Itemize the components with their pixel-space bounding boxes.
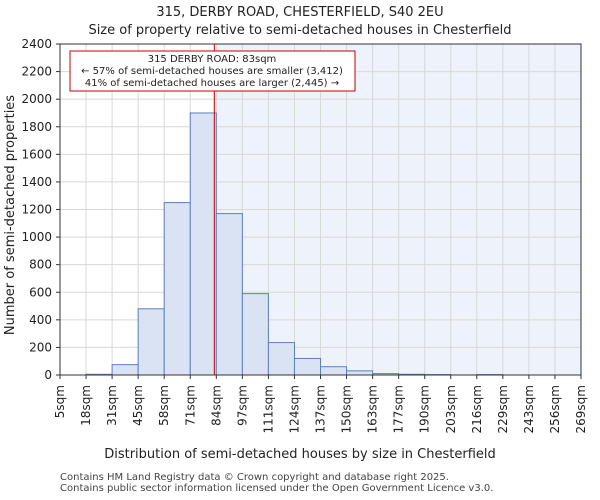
x-tick-label: 269sqm [574, 385, 588, 433]
y-axis-label: Number of semi-detached properties [3, 95, 18, 335]
bar-124sqm [293, 357, 322, 376]
x-tick-label: 84sqm [209, 385, 223, 426]
y-tick-label: 600 [29, 285, 52, 299]
x-tick-label: 31sqm [105, 385, 119, 426]
y-tick-label: 2200 [21, 65, 52, 79]
x-tick-label: 256sqm [548, 385, 562, 433]
annotation-line-3: 41% of semi-detached houses are larger (… [85, 78, 339, 89]
y-tick-label: 800 [29, 258, 52, 272]
chart-title: Size of property relative to semi-detach… [88, 23, 512, 38]
footer-line-2: Contains public sector information licen… [60, 483, 494, 494]
y-tick-label: 1800 [21, 120, 52, 134]
x-tick-label: 45sqm [131, 385, 145, 426]
footer-line-1: Contains HM Land Registry data © Crown c… [60, 472, 449, 483]
bars [85, 112, 504, 376]
y-tick-label: 2400 [21, 37, 52, 51]
x-tick-label: 163sqm [366, 385, 380, 433]
x-tick-label: 18sqm [79, 385, 93, 426]
x-axis-ticks: 5sqm 18sqm 31sqm 45sqm 58sqm 71sqm 84sqm 97sqm 1… [53, 375, 588, 433]
y-tick-label: 400 [29, 313, 52, 327]
x-tick-label: 124sqm [287, 385, 301, 433]
x-tick-label: 71sqm [183, 385, 197, 426]
x-tick-label: 177sqm [392, 385, 406, 433]
x-tick-label: 203sqm [444, 385, 458, 433]
histogram-chart: 0 200 400 600 800 1000 1200 1400 1600 1800 2000 220… [3, 37, 588, 462]
bar-31sqm [111, 364, 139, 376]
x-tick-label: 58sqm [157, 385, 171, 426]
annotation-line-2: ← 57% of semi-detached houses are smalle… [81, 66, 343, 77]
x-tick-label: 137sqm [314, 385, 328, 433]
chart-title-address: 315, DERBY ROAD, CHESTERFIELD, S40 2EU [156, 5, 444, 20]
annotation-line-1: 315 DERBY ROAD: 83sqm [148, 54, 277, 65]
x-axis-label: Distribution of semi-detached houses by … [104, 447, 496, 462]
x-tick-label: 5sqm [53, 385, 67, 418]
x-tick-label: 97sqm [235, 385, 249, 426]
bar-45sqm [137, 308, 165, 376]
x-tick-label: 229sqm [496, 385, 510, 433]
y-tick-label: 1200 [21, 203, 52, 217]
footer-attribution: Contains HM Land Registry data © Crown c… [60, 472, 493, 494]
bar-111sqm [267, 342, 295, 376]
x-tick-label: 190sqm [418, 385, 432, 433]
property-annotation: 315 DERBY ROAD: 83sqm ← 57% of semi-deta… [69, 50, 356, 92]
y-tick-label: 1400 [21, 175, 52, 189]
bar-58sqm [163, 202, 191, 376]
x-tick-label: 150sqm [340, 385, 354, 433]
x-tick-label: 111sqm [261, 385, 275, 433]
x-tick-label: 216sqm [470, 385, 484, 433]
y-tick-label: 0 [44, 368, 52, 382]
chart-title-block: 315, DERBY ROAD, CHESTERFIELD, S40 2EU S… [0, 4, 600, 40]
bar-84sqm [215, 213, 243, 376]
bar-150sqm [346, 370, 374, 376]
y-tick-label: 1600 [21, 147, 52, 161]
x-tick-label: 243sqm [522, 385, 536, 433]
annotation-box [69, 50, 356, 92]
y-axis-ticks: 0 200 400 600 800 1000 1200 1400 1600 1800 2000 220… [21, 37, 60, 382]
bar-137sqm [320, 366, 348, 376]
bar-71sqm [189, 112, 217, 376]
bar-97sqm [241, 293, 269, 376]
y-tick-label: 1000 [21, 230, 52, 244]
y-tick-label: 2000 [21, 92, 52, 106]
y-tick-label: 200 [29, 340, 52, 354]
